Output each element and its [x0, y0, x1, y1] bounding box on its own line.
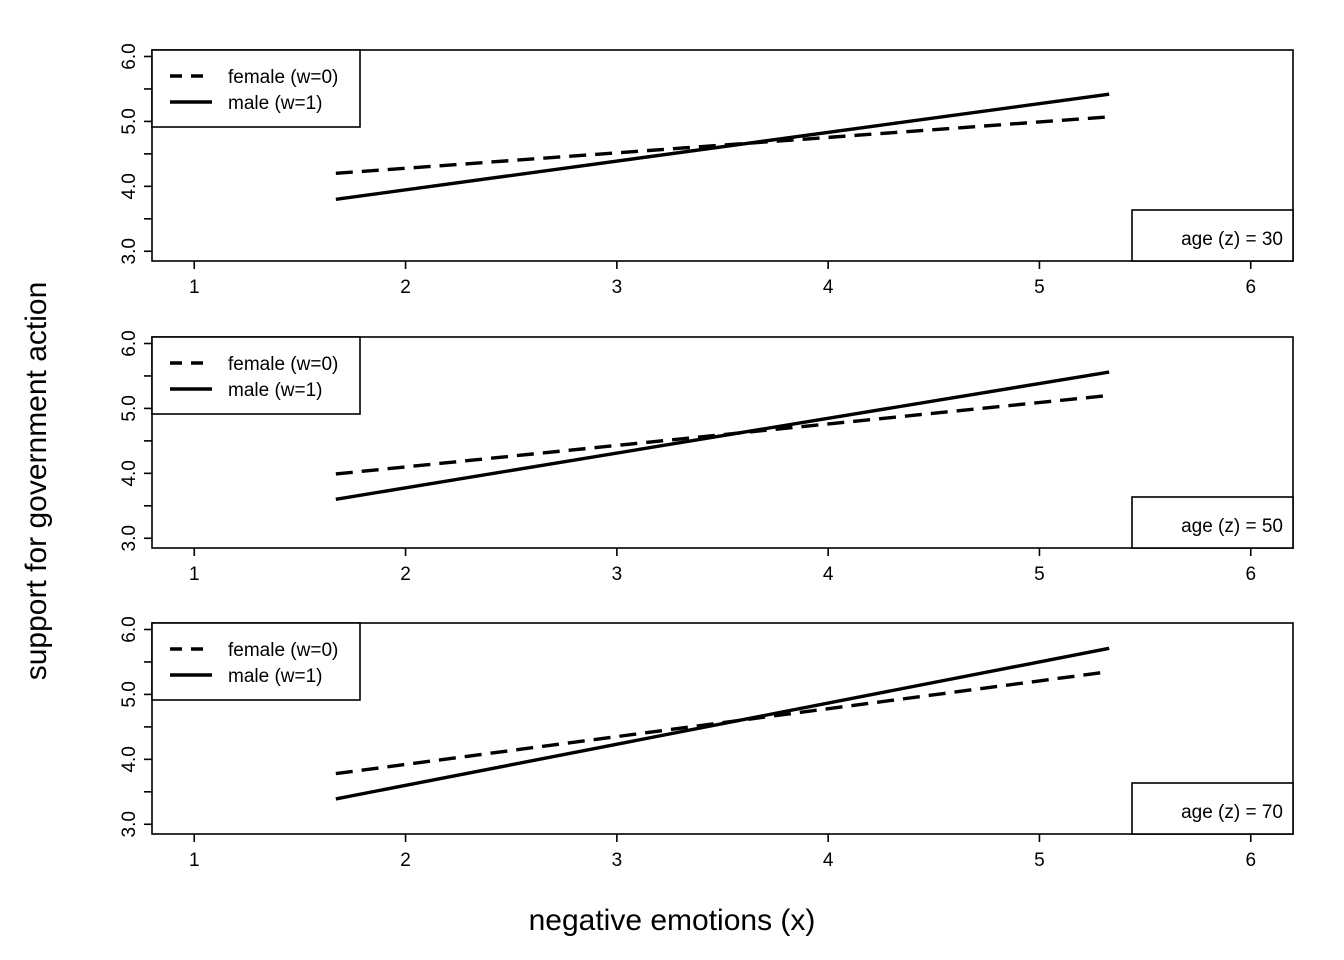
- x-tick-label: 5: [1034, 277, 1045, 298]
- panel-label: age (z) = 30: [1131, 209, 1294, 262]
- x-tick-label: 1: [189, 850, 200, 871]
- panel-2: 1 2 3 4 5 6 3.0 4.0 5.0 6.0 female (w=0) male (w=1)…: [119, 330, 1294, 585]
- y-tick-label: 4.0: [119, 746, 140, 772]
- x-axis-title: negative emotions (x): [529, 904, 816, 937]
- legend-label: female (w=0): [228, 354, 338, 375]
- y-tick-label: 6.0: [119, 43, 140, 69]
- y-tick-label: 4.0: [119, 173, 140, 199]
- panel-label-text: age (z) = 70: [1181, 802, 1283, 823]
- x-tick-label: 4: [823, 277, 834, 298]
- panel-label-text: age (z) = 50: [1181, 516, 1283, 537]
- x-tick-label: 2: [400, 564, 411, 585]
- y-tick-label: 5.0: [119, 395, 140, 421]
- panel-label-box: [1131, 496, 1294, 549]
- x-tick-label: 5: [1034, 564, 1045, 585]
- legend: female (w=0) male (w=1): [151, 622, 361, 701]
- y-tick-label: 3.0: [119, 238, 140, 264]
- x-tick-label: 2: [400, 277, 411, 298]
- series-male-line: [335, 92, 1110, 202]
- y-tick-label: 6.0: [119, 330, 140, 356]
- panel-label-text: age (z) = 30: [1181, 229, 1283, 250]
- x-tick-label: 6: [1245, 850, 1256, 871]
- x-tick-label: 3: [612, 277, 623, 298]
- x-tick-label: 6: [1245, 277, 1256, 298]
- x-tick-label: 1: [189, 277, 200, 298]
- y-tick-label: 3.0: [119, 811, 140, 837]
- panel-1: 1 2 3 4 5 6 3.0 4.0 5.0 6.0 female (w=0) male (w=1)…: [119, 43, 1294, 298]
- x-tick-label: 3: [612, 850, 623, 871]
- plot-frame: [151, 49, 1294, 262]
- y-axis-title: support for government action: [20, 282, 53, 681]
- legend-box: [151, 622, 361, 701]
- legend: female (w=0) male (w=1): [151, 49, 361, 128]
- panel-3: 1 2 3 4 5 6 3.0 4.0 5.0 6.0 female (w=0) male (w=1)…: [119, 616, 1294, 871]
- y-tick-label: 4.0: [119, 460, 140, 486]
- series-male-line: [335, 370, 1110, 501]
- panel-label: age (z) = 50: [1131, 496, 1294, 549]
- legend-label: male (w=1): [228, 666, 323, 687]
- panel-label-box: [1131, 209, 1294, 262]
- y-tick-label: 3.0: [119, 525, 140, 551]
- legend-label: male (w=1): [228, 380, 323, 401]
- x-tick-label: 4: [823, 850, 834, 871]
- legend-label: female (w=0): [228, 67, 338, 88]
- series-male-line: [335, 646, 1110, 801]
- x-tick-label: 3: [612, 564, 623, 585]
- x-tick-label: 1: [189, 564, 200, 585]
- plot-frame: [151, 622, 1294, 835]
- plot-frame: [151, 336, 1294, 549]
- x-tick-label: 6: [1245, 564, 1256, 585]
- legend-box: [151, 336, 361, 415]
- legend-label: male (w=1): [228, 93, 323, 114]
- legend-label: female (w=0): [228, 640, 338, 661]
- x-tick-label: 2: [400, 850, 411, 871]
- y-tick-label: 5.0: [119, 108, 140, 134]
- panel-label: age (z) = 70: [1131, 782, 1294, 835]
- panel-label-box: [1131, 782, 1294, 835]
- legend: female (w=0) male (w=1): [151, 336, 361, 415]
- y-tick-label: 6.0: [119, 616, 140, 642]
- legend-box: [151, 49, 361, 128]
- x-tick-label: 4: [823, 564, 834, 585]
- y-tick-label: 5.0: [119, 681, 140, 707]
- x-tick-label: 5: [1034, 850, 1045, 871]
- panels: 1 2 3 4 5 6 3.0 4.0 5.0 6.0 female (w=0) male (w=1)…: [119, 43, 1294, 871]
